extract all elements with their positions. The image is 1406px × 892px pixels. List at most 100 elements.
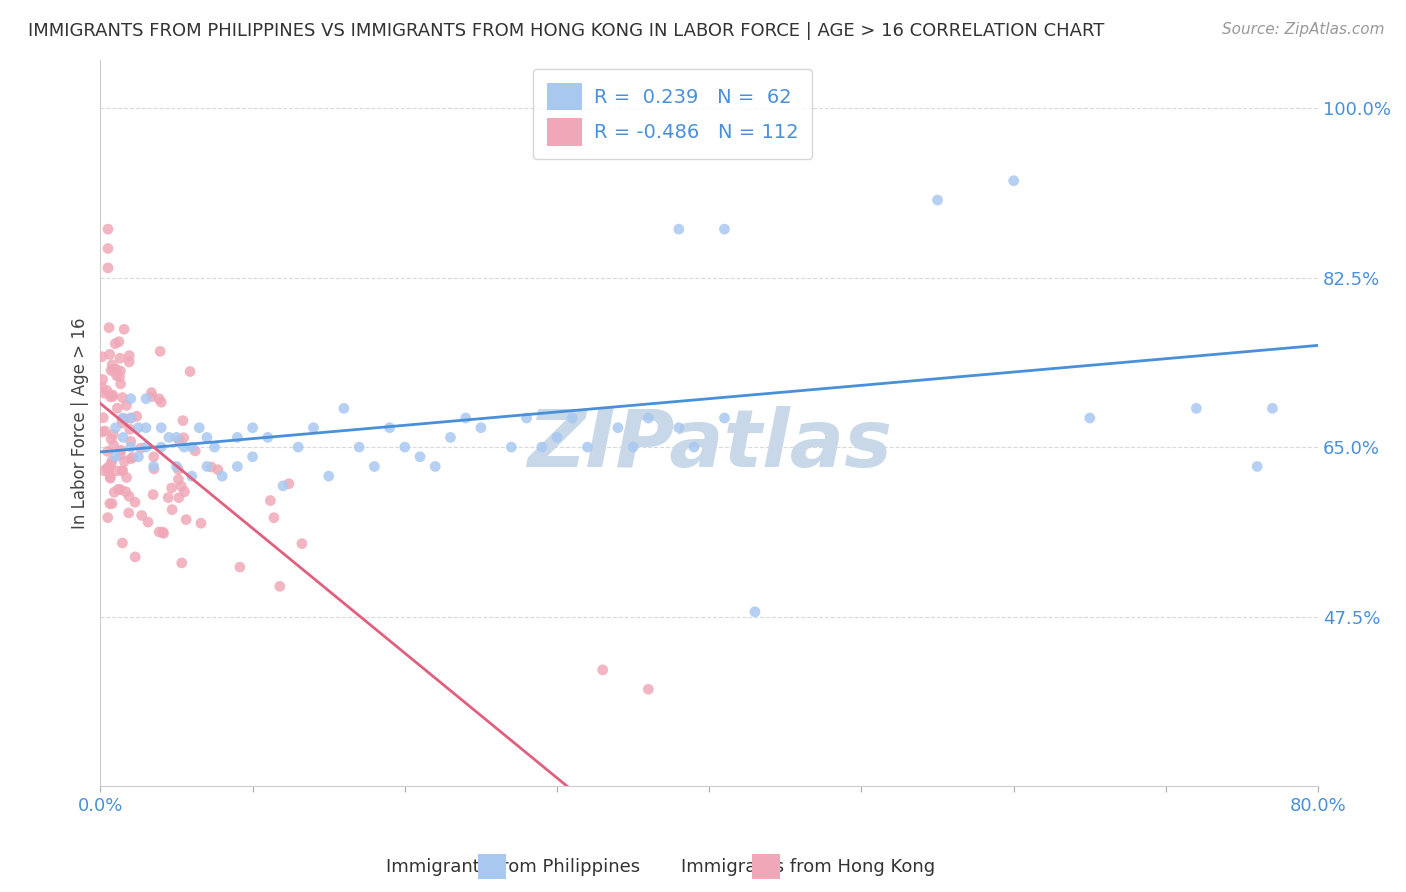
Point: [91, 372, 114, 386]
Point: [394, 440, 416, 454]
Point: [167, 472, 190, 486]
Point: [107, 483, 129, 497]
Point: [190, 516, 212, 531]
Point: [174, 513, 197, 527]
Point: [135, 421, 157, 435]
Point: [172, 414, 194, 428]
Point: [101, 454, 124, 468]
Point: [91, 410, 114, 425]
Point: [530, 440, 553, 454]
Point: [110, 364, 132, 378]
Point: [683, 440, 706, 454]
Point: [127, 421, 149, 435]
Point: [115, 398, 138, 412]
Point: [160, 481, 183, 495]
Point: [103, 427, 125, 442]
Point: [101, 497, 124, 511]
Point: [100, 363, 122, 377]
Point: [470, 421, 492, 435]
Point: [110, 376, 132, 391]
Point: [143, 462, 166, 476]
Point: [287, 440, 309, 454]
Point: [142, 487, 165, 501]
Point: [120, 411, 142, 425]
Point: [160, 502, 183, 516]
Point: [148, 524, 170, 539]
Y-axis label: In Labor Force | Age > 16: In Labor Force | Age > 16: [72, 318, 89, 529]
Point: [195, 459, 218, 474]
Text: Immigrants from Hong Kong: Immigrants from Hong Kong: [682, 858, 935, 876]
Point: [97, 444, 120, 458]
Point: [173, 440, 195, 454]
Point: [101, 358, 124, 372]
Point: [256, 430, 278, 444]
Point: [546, 430, 568, 444]
Point: [157, 491, 180, 505]
Point: [179, 365, 201, 379]
Point: [97, 463, 120, 477]
Point: [200, 460, 222, 475]
Point: [1261, 401, 1284, 416]
Point: [166, 459, 188, 474]
Point: [142, 459, 165, 474]
Point: [112, 430, 135, 444]
Point: [105, 368, 128, 383]
Point: [439, 430, 461, 444]
Point: [112, 411, 135, 425]
Point: [148, 392, 170, 406]
Point: [269, 579, 291, 593]
Point: [125, 409, 148, 424]
Point: [111, 463, 134, 477]
Point: [150, 440, 173, 454]
Point: [118, 422, 141, 436]
Point: [516, 411, 538, 425]
Point: [302, 421, 325, 435]
Point: [97, 461, 120, 475]
Point: [263, 510, 285, 524]
Point: [576, 440, 599, 454]
Point: [169, 434, 191, 448]
Point: [111, 464, 134, 478]
Point: [242, 421, 264, 435]
Point: [98, 497, 121, 511]
Point: [93, 464, 115, 478]
Point: [167, 491, 190, 505]
Point: [157, 430, 180, 444]
Point: [141, 389, 163, 403]
Point: [115, 470, 138, 484]
Point: [195, 430, 218, 444]
Point: [91, 425, 114, 439]
Point: [141, 385, 163, 400]
Point: [136, 515, 159, 529]
Legend: R =  0.239   N =  62, R = -0.486   N = 112: R = 0.239 N = 62, R = -0.486 N = 112: [533, 70, 813, 160]
Point: [127, 450, 149, 464]
Point: [100, 432, 122, 446]
Point: [118, 355, 141, 369]
Point: [105, 362, 128, 376]
Point: [97, 510, 120, 524]
Point: [277, 476, 299, 491]
Point: [97, 462, 120, 476]
Point: [100, 390, 122, 404]
Point: [229, 560, 252, 574]
Point: [98, 320, 121, 334]
Point: [114, 454, 136, 468]
Point: [111, 416, 134, 430]
Point: [425, 459, 447, 474]
Point: [105, 464, 128, 478]
Point: [621, 440, 644, 454]
Point: [1185, 401, 1208, 416]
Point: [90, 350, 112, 364]
Point: [592, 663, 614, 677]
Point: [111, 536, 134, 550]
Point: [501, 440, 523, 454]
Point: [120, 392, 142, 406]
Point: [98, 347, 121, 361]
Point: [318, 469, 340, 483]
Point: [131, 508, 153, 523]
Point: [226, 459, 249, 474]
Point: [409, 450, 432, 464]
Point: [101, 362, 124, 376]
Point: [226, 430, 249, 444]
Point: [173, 431, 195, 445]
